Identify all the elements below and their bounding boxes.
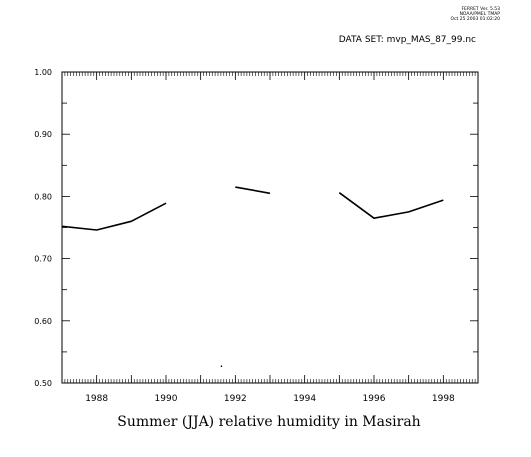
y-ticks [62,71,478,384]
dataset-label: DATA SET: mvp_MAS_87_99.nc [339,35,476,45]
chart-title: Summer (JJA) relative humidity in Masira… [117,414,420,430]
header-meta: FERRET Ver. 5.53 NOAA/PMEL TMAP Oct 25 2… [451,6,501,22]
y-tick-label: 0.80 [34,192,52,201]
y-tick-labels: 0.50 0.60 0.70 0.80 0.90 1.00 [34,68,52,388]
stray-data-point [220,365,223,368]
x-tick-labels: 1988 1990 1992 1994 1996 1998 [85,394,455,404]
plot-frame [61,71,479,384]
series-segment [61,202,167,231]
x-tick-label: 1998 [432,394,455,404]
meta-line-2: NOAA/PMEL TMAP [460,11,501,17]
x-major-ticks [61,72,479,383]
y-tick-label: 0.50 [34,379,52,388]
y-tick-label: 0.90 [34,130,52,139]
meta-line-1: FERRET Ver. 5.53 [461,6,500,12]
x-tick-label: 1988 [85,394,108,404]
series-segment [338,192,444,219]
y-tick-label: 1.00 [34,68,52,77]
series-line [61,186,444,368]
y-tick-label: 0.70 [34,255,52,264]
y-tick-label: 0.60 [34,317,52,326]
x-minor-ticks [61,72,479,383]
series-segment [235,186,271,195]
x-tick-label: 1992 [224,394,247,404]
x-tick-label: 1994 [293,394,316,404]
x-tick-label: 1996 [363,394,386,404]
meta-line-3: Oct 25 2003 01:02:20 [451,16,501,22]
x-tick-label: 1990 [155,394,178,404]
